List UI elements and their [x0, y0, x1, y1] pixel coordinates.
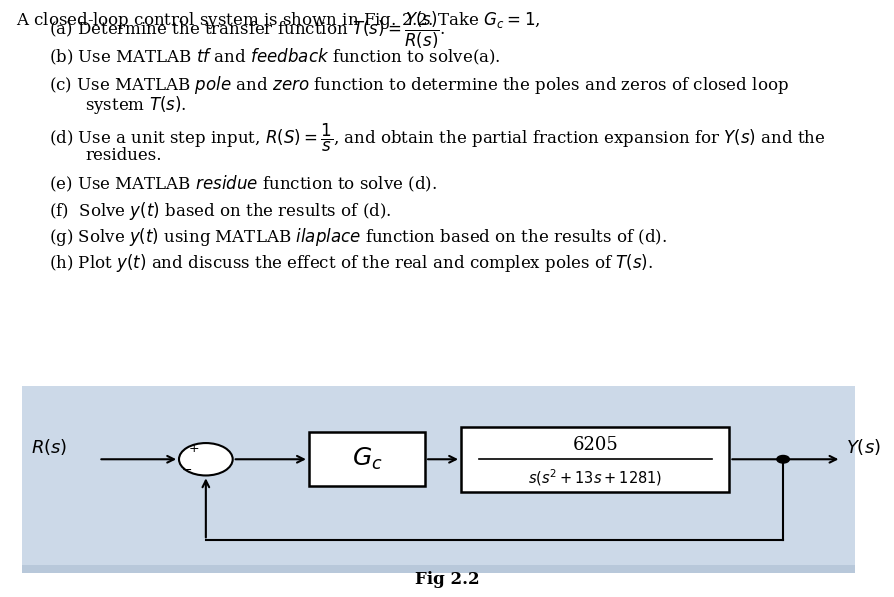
Bar: [22, 565, 854, 573]
Circle shape: [179, 443, 232, 475]
Bar: [308, 432, 425, 487]
Text: $-$: $-$: [181, 463, 191, 475]
Text: residues.: residues.: [85, 147, 161, 164]
Circle shape: [776, 456, 789, 463]
Text: (h) Plot $y(t)$ and discuss the effect of the real and complex poles of $T(s)$.: (h) Plot $y(t)$ and discuss the effect o…: [49, 252, 653, 274]
Text: (e) Use MATLAB $\mathbf{\mathit{residue}}$ function to solve (d).: (e) Use MATLAB $\mathbf{\mathit{residue}…: [49, 174, 436, 194]
Text: A closed-loop control system is shown in Fig. 2.2. Take $G_c = 1$,: A closed-loop control system is shown in…: [16, 10, 540, 30]
Text: (a) Determine the transfer function $T(s) = \dfrac{Y(s)}{R(s)}$.: (a) Determine the transfer function $T(s…: [49, 10, 445, 51]
Text: (c) Use MATLAB $\mathbf{\mathit{pole}}$ and $\mathbf{\mathit{zero}}$ function to: (c) Use MATLAB $\mathbf{\mathit{pole}}$ …: [49, 73, 789, 96]
Text: (g) Solve $y(t)$ using MATLAB $\mathbf{\mathit{ilaplace}}$ function based on the: (g) Solve $y(t)$ using MATLAB $\mathbf{\…: [49, 226, 666, 248]
Text: (f)  Solve $y(t)$ based on the results of (d).: (f) Solve $y(t)$ based on the results of…: [49, 200, 392, 222]
Text: Fig 2.2: Fig 2.2: [415, 571, 479, 588]
Text: $G_c$: $G_c$: [351, 446, 382, 472]
Text: +: +: [189, 442, 199, 455]
Text: $Y(s)$: $Y(s)$: [846, 436, 880, 457]
Text: (b) Use MATLAB $\mathit{tf}$ and $\mathbf{\mathit{feedback}}$ function to solve(: (b) Use MATLAB $\mathit{tf}$ and $\mathb…: [49, 47, 501, 67]
Text: (d) Use a unit step input, $R(S) = \dfrac{1}{s}$, and obtain the partial fractio: (d) Use a unit step input, $R(S) = \dfra…: [49, 122, 825, 155]
Text: 6205: 6205: [571, 436, 618, 454]
Bar: [460, 427, 729, 492]
Text: $s(s^2 + 13s + 1281)$: $s(s^2 + 13s + 1281)$: [527, 467, 662, 488]
Bar: [22, 386, 854, 567]
Text: system $T(s)$.: system $T(s)$.: [85, 94, 186, 116]
Text: $R(s)$: $R(s)$: [31, 436, 67, 457]
